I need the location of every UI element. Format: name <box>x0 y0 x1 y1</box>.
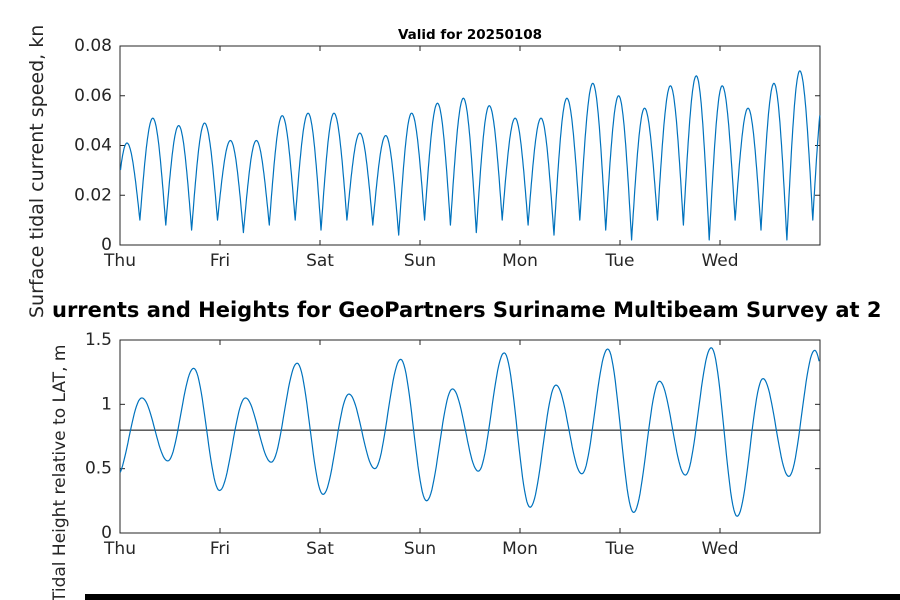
svg-text:Sun: Sun <box>404 251 436 271</box>
svg-text:Tue: Tue <box>604 251 634 271</box>
svg-text:1.5: 1.5 <box>85 330 112 350</box>
svg-text:Sat: Sat <box>306 539 334 559</box>
svg-text:0: 0 <box>101 235 112 255</box>
svg-text:Thu: Thu <box>103 251 136 271</box>
svg-text:0.02: 0.02 <box>74 185 112 205</box>
svg-text:Mon: Mon <box>502 539 538 559</box>
svg-text:0.5: 0.5 <box>85 459 112 479</box>
figure-title: urrents and Heights for GeoPartners Suri… <box>52 298 882 322</box>
svg-text:Thu: Thu <box>103 539 136 559</box>
svg-text:Fri: Fri <box>210 539 230 559</box>
svg-text:Wed: Wed <box>701 539 738 559</box>
svg-text:Tue: Tue <box>604 539 634 559</box>
svg-text:Mon: Mon <box>502 251 538 271</box>
svg-text:Sun: Sun <box>404 539 436 559</box>
svg-text:0: 0 <box>101 523 112 543</box>
svg-text:0.08: 0.08 <box>74 36 112 56</box>
svg-text:Sat: Sat <box>306 251 334 271</box>
top-plot-title: Valid for 20250108 <box>397 27 543 43</box>
svg-text:Fri: Fri <box>210 251 230 271</box>
svg-text:0.06: 0.06 <box>74 86 112 106</box>
svg-text:0.04: 0.04 <box>74 136 112 156</box>
svg-text:Wed: Wed <box>701 251 738 271</box>
svg-text:1: 1 <box>101 394 112 414</box>
top-plot-ylabel: Surface tidal current speed, kn <box>26 24 48 318</box>
bottom-plot-ylabel: Tidal Height relative to LAT, m <box>50 344 70 600</box>
bottom-black-bar <box>85 594 900 600</box>
